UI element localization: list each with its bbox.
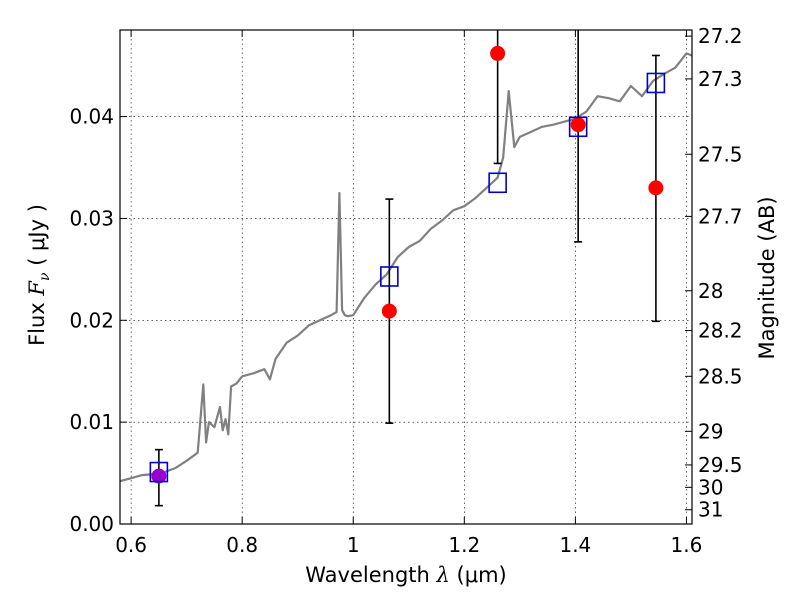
x-axis-symbol: λ <box>436 563 450 587</box>
y2-tick-label: 28.2 <box>698 318 743 342</box>
x-axis-unit: μm <box>465 563 499 587</box>
y-tick-label: 0.04 <box>69 105 114 129</box>
x-tick-label: 0.8 <box>226 533 258 557</box>
y-axis-symbol: F <box>25 280 49 297</box>
y2-tick-label: 31 <box>698 498 723 522</box>
model-square <box>149 461 169 483</box>
y-tick-label: 0.00 <box>69 512 114 536</box>
y-axis-unit: μJy <box>25 219 49 251</box>
model-square <box>488 172 507 194</box>
y2-tick-label: 28.5 <box>698 364 743 388</box>
y-tick-label: 0.01 <box>69 410 114 434</box>
model-square <box>380 266 399 287</box>
x-tick-label: 1.6 <box>671 533 703 557</box>
y2-tick-label: 27.2 <box>698 24 743 48</box>
observed-point <box>151 468 167 484</box>
axis-ticks: 0.6 0.8 1 1.2 1.4 1.6 0.00 0.01 0.02 0.03 0.04 27.2… <box>69 24 742 557</box>
model-square <box>568 116 588 138</box>
plot-frame <box>119 29 693 525</box>
data-series <box>119 30 693 507</box>
y2-tick-label: 28 <box>698 279 723 303</box>
y2-axis-title: Magnitude (AB) <box>755 196 779 359</box>
y2-tick-label: 27.5 <box>698 142 743 166</box>
y-tick-label: 0.02 <box>69 308 114 332</box>
y2-tick-label: 30 <box>698 475 723 499</box>
y-axis-label: Flux <box>25 302 49 346</box>
y2-tick-label: 27.3 <box>698 67 743 91</box>
y-axis-subscript: ν <box>37 272 53 281</box>
observed-point <box>648 180 664 196</box>
x-tick-label: 1.2 <box>448 533 480 557</box>
x-axis-title: Wavelength λ (μm) <box>305 563 506 587</box>
observed-point <box>490 45 506 61</box>
x-tick-label: 1.4 <box>559 533 591 557</box>
model-square <box>646 72 666 94</box>
x-axis-label: Wavelength <box>305 563 430 587</box>
y2-tick-label: 29 <box>698 419 723 443</box>
y-axis-title: Flux Fν ( μJy ) <box>25 204 53 346</box>
y2-tick-label: 27.7 <box>698 204 743 228</box>
x-tick-label: 0.6 <box>115 533 147 557</box>
observed-point <box>381 303 397 319</box>
x-tick-label: 1 <box>347 533 360 557</box>
y-tick-label: 0.03 <box>69 206 114 230</box>
y2-tick-label: 29.5 <box>698 453 743 477</box>
observed-point <box>570 117 586 133</box>
